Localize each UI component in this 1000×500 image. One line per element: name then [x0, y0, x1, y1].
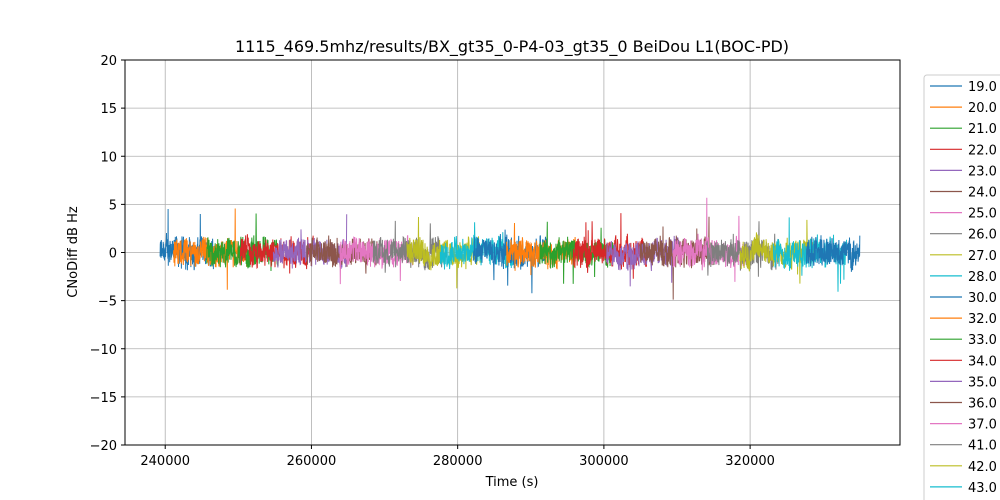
x-tick-label: 260000	[287, 454, 337, 469]
legend-label: 37.0	[968, 418, 997, 433]
legend-label: 34.0	[968, 354, 997, 369]
series-line-21.0	[206, 213, 281, 272]
x-axis-label: Time (s)	[485, 475, 539, 490]
legend-label: 41.0	[968, 439, 997, 454]
legend-label: 43.0	[968, 481, 997, 496]
series-line-35.0	[606, 235, 681, 287]
series-line-44.0	[806, 235, 861, 272]
legend: 19.0 20.0 21.0 22.0 23.0 24.0 25.0 26.0 27.0 28.0…	[923, 74, 1000, 500]
series-line-34.0	[572, 213, 647, 279]
chart-title: 1115_469.5mhz/results/BX_gt35_0-P4-03_gt…	[235, 37, 789, 57]
y-tick-label: 10	[100, 150, 117, 165]
legend-label: 36.0	[968, 397, 997, 412]
series-lines	[159, 197, 861, 300]
y-tick-label: 0	[109, 247, 117, 262]
legend-label: 32.0	[968, 312, 997, 327]
series-line-37.0	[672, 197, 747, 282]
legend-label: 22.0	[968, 143, 997, 158]
legend-label: 27.0	[968, 249, 997, 264]
legend-label: 35.0	[968, 375, 997, 390]
x-tick-label: 280000	[433, 454, 483, 469]
y-tick-label: 20	[100, 54, 117, 69]
y-tick-label: −20	[90, 439, 117, 454]
y-tick-label: −15	[90, 391, 117, 406]
x-axis-ticks: 240000 260000 280000 300000 320000	[140, 445, 775, 469]
legend-label: 25.0	[968, 207, 997, 222]
legend-label: 21.0	[968, 122, 997, 137]
y-axis-label: CNoDiff dB Hz	[66, 206, 81, 298]
legend-box	[923, 74, 1000, 500]
legend-label: 33.0	[968, 333, 997, 348]
y-axis-ticks: −20 −15 −10 −5 0 5 10 15 20	[90, 54, 125, 454]
legend-label: 30.0	[968, 291, 997, 306]
y-tick-label: 5	[109, 198, 117, 213]
legend-label: 19.0	[968, 80, 997, 95]
x-tick-label: 300000	[579, 454, 629, 469]
legend-label: 28.0	[968, 270, 997, 285]
legend-label: 23.0	[968, 164, 997, 179]
y-tick-label: −10	[90, 343, 117, 358]
legend-label: 24.0	[968, 186, 997, 201]
legend-label: 42.0	[968, 460, 997, 475]
y-tick-label: 15	[100, 102, 117, 117]
legend-items: 19.0 20.0 21.0 22.0 23.0 24.0 25.0 26.0 27.0 28.0…	[930, 80, 997, 496]
legend-label: 20.0	[968, 101, 997, 116]
x-tick-label: 320000	[725, 454, 775, 469]
y-tick-label: −5	[98, 295, 117, 310]
x-tick-label: 240000	[140, 454, 190, 469]
legend-label: 26.0	[968, 228, 997, 243]
